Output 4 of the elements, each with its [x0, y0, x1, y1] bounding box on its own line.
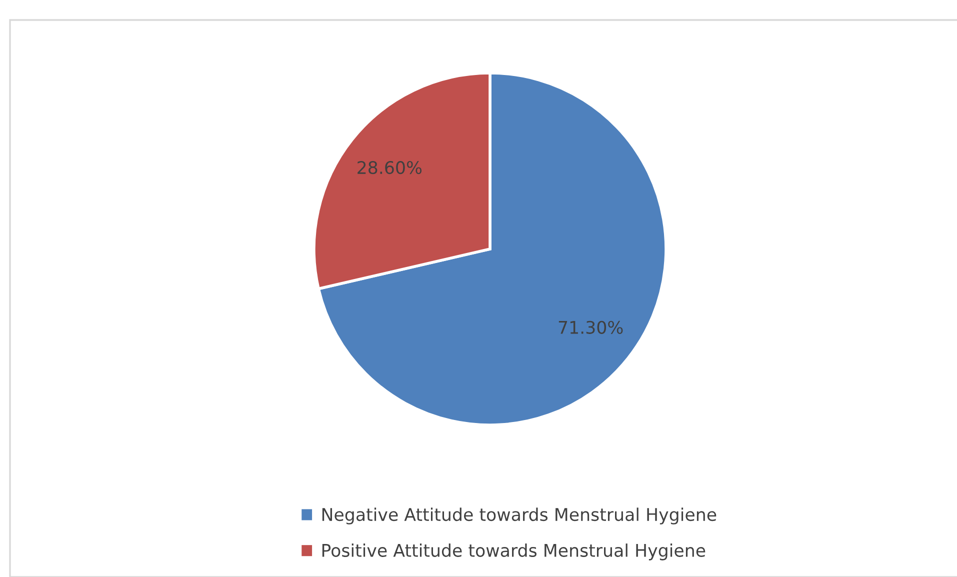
legend-label: Negative Attitude towards Menstrual Hygiene — [322, 508, 716, 524]
data-label: 71.30% — [558, 320, 623, 334]
legend-label: Positive Attitude towards Menstrual Hygiene — [322, 544, 706, 560]
data-label: 28.60% — [358, 160, 422, 174]
